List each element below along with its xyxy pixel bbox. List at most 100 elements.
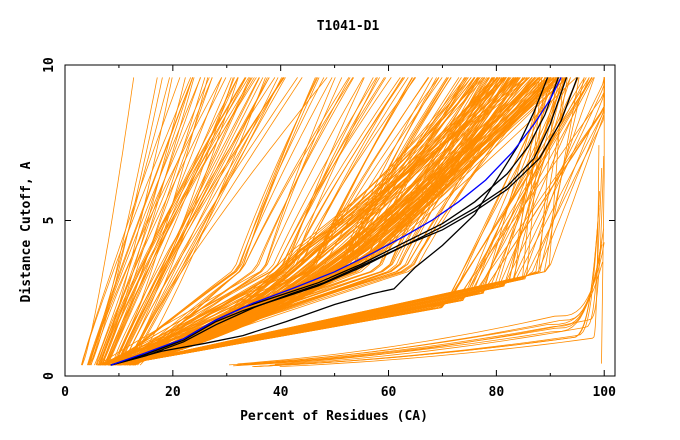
model-curve [118, 77, 605, 366]
model-curve [95, 77, 227, 366]
model-curve [108, 77, 567, 366]
model-curve [122, 77, 284, 366]
highlight-series-line [110, 77, 578, 366]
chart-title: T1041-D1 [317, 19, 380, 34]
model-curve [126, 77, 413, 366]
model-curve [128, 77, 279, 366]
model-curve [132, 77, 354, 366]
model-curve [108, 77, 540, 366]
model-curve [118, 77, 551, 366]
model-curve [118, 77, 605, 366]
model-curve [108, 77, 554, 366]
highlight-series-line [110, 77, 549, 366]
model-curve [117, 77, 284, 366]
model-curve [108, 77, 577, 366]
model-curve [118, 77, 543, 366]
model-curve [81, 77, 192, 366]
model-curve [94, 77, 194, 366]
model-curve [124, 77, 404, 366]
y-tick-label: 0 [42, 372, 57, 380]
model-curve [279, 145, 600, 367]
model-curve [108, 77, 505, 366]
model-curve [134, 77, 417, 366]
x-tick-label: 0 [61, 385, 69, 400]
y-tick-label: 5 [42, 217, 57, 225]
model-curve [101, 77, 195, 366]
model-curve [111, 77, 449, 366]
model-curve [108, 77, 493, 366]
model-curve [87, 77, 170, 366]
model-curve [81, 77, 181, 366]
model-curve [99, 77, 186, 366]
model-curve [98, 77, 448, 366]
x-tick-label: 100 [592, 385, 616, 400]
x-axis-ticks: 0 20 40 60 80 100 [61, 65, 616, 400]
model-curve [115, 77, 333, 366]
y-tick-label: 10 [42, 57, 57, 73]
model-curve [108, 77, 507, 366]
x-tick-label: 60 [381, 385, 397, 400]
model-curve [108, 77, 472, 366]
model-curve [123, 77, 239, 366]
model-curve [108, 77, 564, 366]
model-curve [106, 77, 232, 366]
model-curve [99, 77, 247, 366]
model-curve [108, 77, 560, 366]
model-curve [118, 77, 605, 366]
model-curve [108, 77, 547, 366]
model-curve [114, 77, 285, 366]
model-curve [81, 77, 135, 366]
model-curve [139, 77, 320, 366]
model-curve [134, 77, 401, 366]
model-curve [108, 77, 469, 366]
model-curve [108, 77, 504, 366]
x-axis-label: Percent of Residues (CA) [240, 409, 428, 424]
orange-curve-bundle [81, 77, 605, 367]
model-curve [108, 77, 484, 366]
highlight-series-line [110, 77, 562, 366]
model-curve [117, 77, 260, 366]
model-curve [105, 77, 255, 366]
model-curve [127, 77, 303, 366]
model-curve [237, 242, 605, 365]
model-curve [115, 77, 251, 366]
model-curve [108, 77, 543, 366]
model-curve [108, 77, 472, 366]
model-curve [116, 77, 319, 366]
y-axis-label: Distance Cutoff, A [19, 161, 34, 302]
model-curve [128, 77, 351, 366]
model-curve [96, 77, 213, 366]
model-curve [118, 77, 562, 366]
model-curve [98, 77, 246, 366]
highlighted-curves [110, 77, 578, 366]
highlight-series-line [110, 77, 568, 366]
model-curve [269, 167, 603, 366]
model-curve [118, 77, 605, 366]
model-curve [129, 77, 283, 366]
model-curve [118, 77, 556, 366]
x-tick-label: 80 [489, 385, 505, 400]
model-curve [118, 77, 585, 366]
model-curve [137, 77, 316, 366]
model-curve [130, 77, 328, 366]
model-curve [104, 77, 206, 366]
model-curve [126, 77, 286, 366]
model-curve [97, 77, 343, 366]
y-axis-ticks: 0 5 10 [42, 57, 615, 380]
model-curve [108, 77, 543, 366]
model-curve [105, 77, 392, 366]
x-tick-label: 20 [165, 385, 181, 400]
model-curve [90, 77, 210, 366]
model-curve [124, 77, 268, 366]
model-curve [108, 77, 543, 366]
x-tick-label: 40 [273, 385, 289, 400]
model-curve [129, 77, 355, 366]
model-curve [112, 77, 209, 366]
model-curve [114, 77, 260, 366]
model-curve [112, 77, 385, 366]
model-curve [126, 77, 350, 366]
model-curve [87, 77, 194, 366]
model-curve [124, 77, 387, 366]
model-curve [108, 77, 519, 366]
model-curve [601, 77, 605, 364]
